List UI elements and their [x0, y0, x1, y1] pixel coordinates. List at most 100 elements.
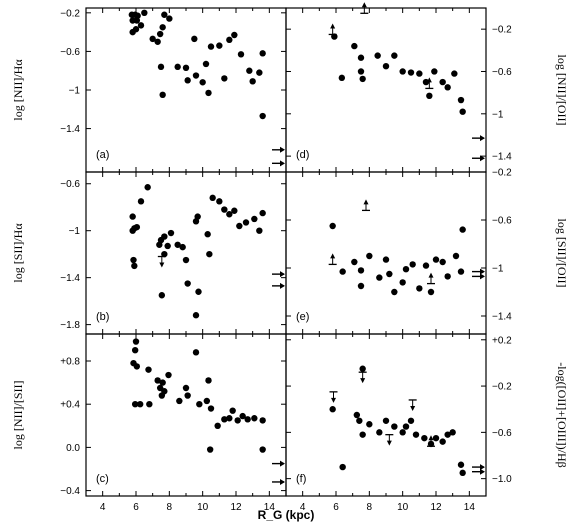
- y-tick-label: +0.8: [60, 357, 80, 368]
- limit-arrowhead: [410, 405, 416, 411]
- reference-arrowhead: [480, 464, 485, 471]
- data-point: [356, 417, 363, 424]
- reference-arrowhead: [480, 155, 485, 162]
- data-point: [242, 219, 250, 226]
- data-point: [231, 207, 238, 214]
- x-tick-label: 14: [264, 502, 276, 513]
- data-point: [422, 78, 430, 86]
- data-point: [246, 67, 253, 74]
- y-tick-label: −0.6: [492, 216, 512, 227]
- y-tick-label: −0.2: [492, 168, 512, 179]
- data-point: [199, 79, 206, 86]
- data-point: [182, 384, 190, 392]
- data-point: [216, 198, 223, 205]
- data-point: [205, 377, 212, 384]
- data-point: [184, 280, 191, 287]
- data-point: [366, 421, 373, 428]
- data-point: [351, 42, 358, 50]
- data-point: [229, 407, 236, 414]
- data-point: [402, 423, 410, 430]
- data-point: [133, 223, 141, 231]
- data-point: [192, 72, 200, 79]
- y-tick-label: −1.0: [492, 474, 512, 485]
- data-point: [357, 54, 365, 61]
- x-tick-label: 12: [230, 502, 242, 513]
- data-point: [439, 258, 446, 266]
- y-tick-label: −0.6: [492, 428, 512, 439]
- data-point: [161, 250, 168, 258]
- x-tick-label: 4: [300, 502, 306, 513]
- data-point: [256, 69, 263, 76]
- limit-arrowhead: [360, 378, 366, 384]
- panel-b: −0.6 −1 −1.4 −1.8 (b) log [SII]/Hα: [11, 171, 287, 335]
- data-point: [159, 379, 166, 386]
- data-point: [391, 423, 398, 430]
- x-axis-label: R_G (kpc): [258, 508, 315, 522]
- data-point: [432, 434, 440, 442]
- data-point: [226, 415, 233, 422]
- data-point: [133, 363, 141, 370]
- data-point: [207, 405, 215, 412]
- x-tick-label: 14: [464, 502, 476, 513]
- data-point: [431, 68, 438, 75]
- reference-arrowhead: [280, 271, 285, 278]
- data-point: [146, 401, 153, 408]
- data-point: [329, 222, 336, 230]
- data-point: [416, 70, 423, 77]
- limit-marker-down: [157, 255, 166, 268]
- data-point: [234, 417, 241, 424]
- data-point: [351, 258, 358, 266]
- panel-c: +0.8 +0.4 0.0 −0.4 (c) log [NII]/[SII] 4 6 8 10 12…: [11, 333, 287, 513]
- y-axis-label: log [SII]/Hα: [11, 223, 25, 283]
- y-tick-label: −1: [69, 226, 81, 237]
- data-point: [239, 412, 246, 420]
- limit-arrowhead: [426, 77, 432, 83]
- data-point: [236, 222, 243, 230]
- y-tick-label: +0.2: [492, 335, 512, 346]
- y-tick-label: −0.2: [492, 382, 512, 393]
- panel-frame: [85, 171, 287, 335]
- data-point: [134, 12, 141, 19]
- data-point: [174, 241, 181, 248]
- data-point: [259, 209, 266, 217]
- data-point: [182, 256, 190, 264]
- data-point: [144, 184, 151, 191]
- data-point: [192, 349, 200, 356]
- limit-marker-up: [425, 77, 434, 90]
- data-point: [133, 17, 141, 24]
- data-point: [399, 429, 406, 436]
- x-tick-label: 12: [430, 502, 442, 513]
- data-point: [196, 401, 203, 408]
- data-point: [226, 36, 233, 44]
- data-point: [432, 256, 440, 263]
- panel-label: (e): [296, 311, 309, 323]
- data-point: [451, 70, 458, 77]
- y-tick-label: −1: [492, 109, 504, 120]
- panel-frame: [85, 7, 287, 173]
- data-point: [176, 397, 183, 405]
- limit-arrowhead: [361, 2, 367, 8]
- data-point: [259, 417, 266, 424]
- data-point: [391, 288, 398, 296]
- y-tick-label: −1.8: [60, 320, 80, 331]
- limit-marker-down: [408, 399, 417, 411]
- panel-d: −0.2 −0.6 −1 −1.4 (d) log [NII]/[OII]: [285, 2, 569, 173]
- panel-e: −0.2 −0.6 −1 −1.4 (e) log [SII]/[OII]: [285, 168, 569, 335]
- y-axis-label: log [SII]/[OII]: [555, 219, 569, 288]
- y-axis-label: -log([OII]+[OIII])/Hβ: [555, 362, 569, 468]
- x-tick-label: 6: [333, 502, 339, 513]
- y-tick-label: −1: [492, 264, 504, 275]
- data-point: [439, 78, 446, 86]
- data-point: [130, 256, 137, 264]
- data-point: [399, 279, 406, 286]
- reference-arrowhead: [480, 468, 485, 475]
- data-point: [416, 285, 423, 292]
- limit-arrowhead: [363, 199, 369, 205]
- data-point: [159, 91, 166, 99]
- limit-arrowhead: [330, 23, 336, 29]
- data-point: [192, 218, 200, 225]
- y-tick-label: −0.4: [60, 486, 80, 497]
- limit-marker-down: [358, 371, 367, 384]
- data-point: [154, 38, 161, 45]
- panel-f: +0.2 −0.2 −0.6 −1.0 (f) -log([OII]+[OIII])/Hβ…: [285, 333, 569, 513]
